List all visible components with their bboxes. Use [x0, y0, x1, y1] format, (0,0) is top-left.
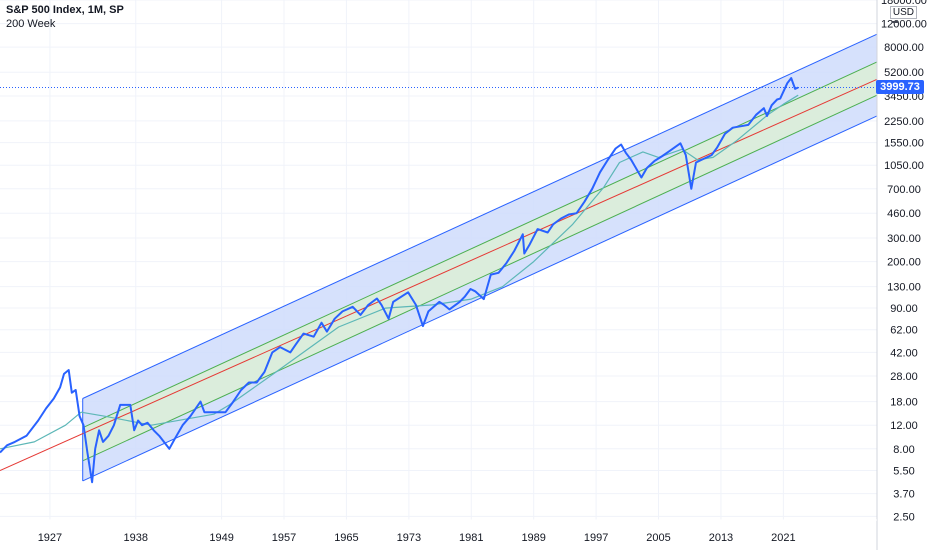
y-tick-label: 2.50 — [893, 511, 914, 523]
y-tick-label: 90.00 — [890, 303, 918, 315]
ma-200-week-line — [0, 94, 799, 450]
y-tick-label: 42.00 — [890, 347, 918, 359]
outer-upper-line — [82, 33, 878, 399]
x-tick-label: 1965 — [334, 532, 358, 544]
y-tick-label: 700.00 — [887, 184, 921, 196]
x-tick-label: 1938 — [124, 532, 148, 544]
y-tick-label: 460.00 — [887, 208, 921, 220]
y-tick-label: 18000.00 — [881, 0, 927, 7]
y-tick-label: 28.00 — [890, 371, 918, 383]
y-tick-label: 62.00 — [890, 325, 918, 337]
y-tick-label: 5200.00 — [884, 67, 924, 79]
last-price-tag: 3999.73 — [876, 80, 924, 95]
inner-lower-line — [82, 94, 878, 462]
price-series — [0, 77, 799, 484]
y-tick-label: 3450.00 — [884, 91, 924, 103]
x-tick-label: 2021 — [771, 532, 795, 544]
y-tick-label: 5.50 — [893, 466, 914, 478]
x-tick-label: 1949 — [209, 532, 233, 544]
time-axis[interactable]: 1927 1938 1949 1957 1965 1973 1981 1989 1997 2005… — [38, 532, 796, 544]
y-tick-label: 1550.00 — [884, 138, 924, 150]
flag-icon — [892, 21, 898, 23]
x-tick-label: 1927 — [38, 532, 62, 544]
currency-label[interactable]: USD — [889, 6, 917, 19]
x-tick-label: 1973 — [397, 532, 421, 544]
x-tick-label: 1989 — [521, 532, 545, 544]
x-tick-label: 1957 — [272, 532, 296, 544]
y-tick-label: 8000.00 — [884, 42, 924, 54]
inner-channel-fill — [82, 61, 877, 461]
y-tick-label: 8.00 — [893, 444, 914, 456]
symbol-title[interactable]: S&P 500 Index, 1M, SP — [6, 4, 124, 16]
price-axis[interactable]: 18000.00 12000.00 8000.00 5200.00 3450.00 225… — [881, 0, 927, 523]
chart-legend: S&P 500 Index, 1M, SP 200 Week — [6, 3, 124, 31]
y-tick-label: 1050.00 — [884, 160, 924, 172]
y-tick-label: 12.00 — [890, 420, 918, 432]
x-tick-label: 2013 — [709, 532, 733, 544]
inner-upper-line — [82, 61, 878, 429]
outer-lower-line — [82, 115, 878, 482]
x-tick-label: 2005 — [646, 532, 670, 544]
x-tick-label: 1981 — [459, 532, 483, 544]
x-tick-label: 1997 — [584, 532, 608, 544]
indicator-label[interactable]: 200 Week — [6, 18, 56, 30]
y-tick-label: 130.00 — [887, 282, 921, 294]
y-tick-label: 300.00 — [887, 233, 921, 245]
y-tick-label: 200.00 — [887, 257, 921, 269]
y-tick-label: 3.70 — [893, 489, 914, 501]
y-tick-label: 12000.00 — [881, 19, 927, 31]
price-line — [0, 77, 799, 484]
y-tick-label: 2250.00 — [884, 116, 924, 128]
y-tick-label: 18.00 — [890, 397, 918, 409]
